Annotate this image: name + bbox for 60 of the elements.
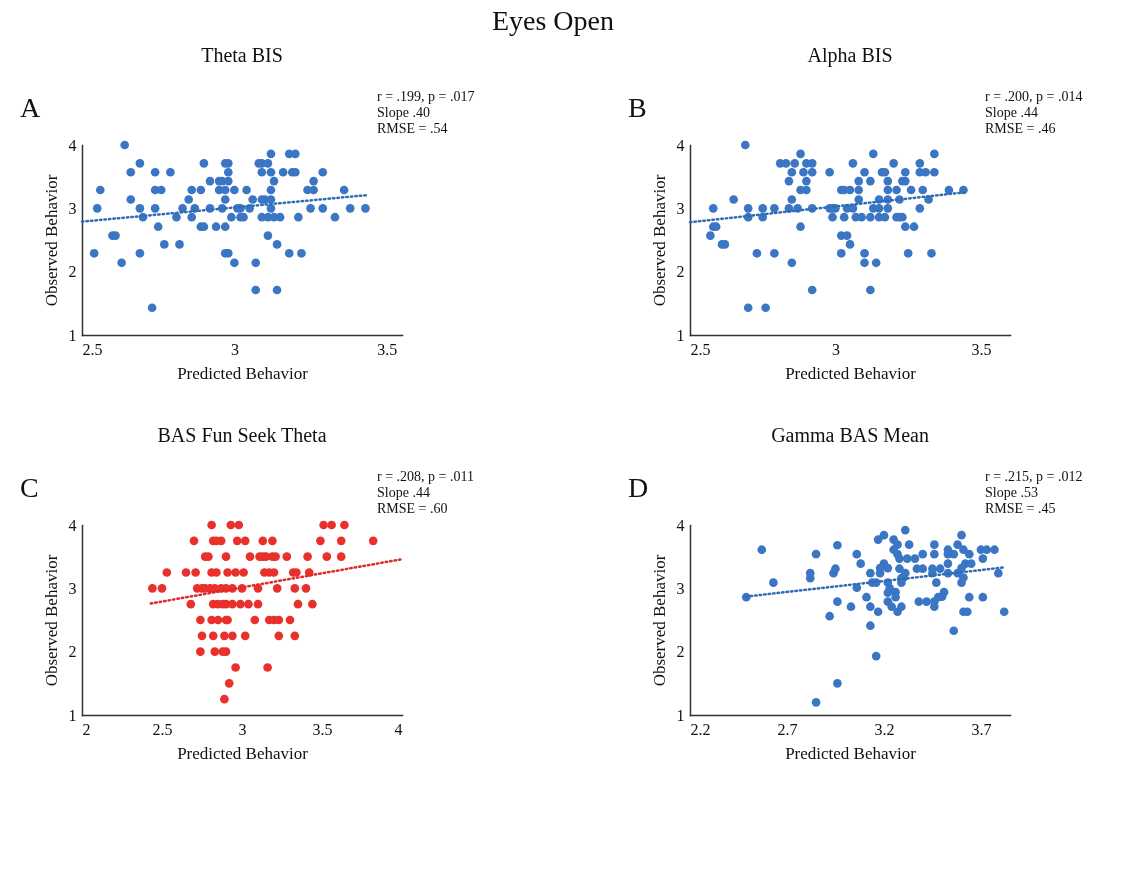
y-tick-label: 3 [68, 579, 77, 597]
x-tick-label: 3.5 [971, 340, 992, 358]
y-tick-label: 1 [68, 326, 77, 344]
y-tick-label: 3 [676, 579, 685, 597]
y-axis-title: Observed Behavior [41, 174, 61, 307]
text: Slope .44 [985, 105, 1038, 120]
text: A [20, 92, 41, 123]
y-tick-label: 1 [676, 326, 685, 344]
text: r = .199, p = .017 [377, 89, 475, 104]
x-tick-label: 3 [831, 340, 840, 358]
x-axis-title: Predicted Behavior [785, 363, 917, 383]
chart-title: BAS Fun Seek Theta [157, 424, 327, 446]
x-tick-label: 2.5 [152, 720, 173, 738]
x-tick-label: 3 [230, 340, 239, 358]
text: C [20, 472, 39, 503]
text: RMSE = .45 [985, 501, 1056, 516]
chart-title: Alpha BIS [807, 44, 893, 67]
text: r = .215, p = .012 [985, 469, 1083, 484]
y-tick-label: 2 [676, 643, 685, 661]
x-tick-label: 3 [238, 720, 247, 738]
text: RMSE = .46 [985, 121, 1056, 136]
text: Slope .44 [377, 485, 430, 500]
y-axis-title: Observed Behavior [41, 554, 61, 687]
y-tick-label: 3 [68, 199, 77, 217]
x-tick-label: 3.2 [874, 720, 895, 738]
y-axis-title: Observed Behavior [649, 554, 669, 687]
x-tick-label: 2.5 [690, 340, 711, 358]
x-tick-label: 3.7 [971, 720, 992, 738]
x-axis-title: Predicted Behavior [177, 363, 309, 383]
y-tick-label: 4 [676, 516, 685, 534]
x-tick-label: 2.5 [82, 340, 103, 358]
x-axis-title: Predicted Behavior [785, 743, 917, 763]
x-tick-label: 2 [82, 720, 91, 738]
chart-title: Theta BIS [201, 44, 283, 66]
x-axis-title: Predicted Behavior [177, 743, 309, 763]
text: B [628, 92, 647, 123]
text: RMSE = .54 [377, 121, 448, 136]
y-tick-label: 4 [68, 516, 77, 534]
y-tick-label: 4 [68, 136, 77, 154]
text: Slope .53 [985, 485, 1038, 500]
y-tick-label: 1 [68, 706, 77, 724]
y-tick-label: 1 [676, 706, 685, 724]
x-tick-label: 2.2 [690, 720, 711, 738]
text: D [628, 472, 649, 503]
x-tick-label: 3.5 [377, 340, 398, 358]
x-tick-label: 2.7 [777, 720, 798, 738]
text: r = .200, p = .014 [985, 89, 1083, 104]
chart-title: Gamma BAS Mean [771, 424, 929, 446]
y-tick-label: 2 [68, 643, 77, 661]
x-tick-label: 4 [394, 720, 403, 738]
y-tick-label: 4 [676, 136, 685, 154]
text: RMSE = .60 [377, 501, 448, 516]
text: r = .208, p = .011 [377, 469, 474, 484]
x-tick-label: 3.5 [312, 720, 333, 738]
y-axis-title: Observed Behavior [649, 174, 669, 307]
text: Eyes Open [491, 5, 615, 36]
y-tick-label: 2 [68, 263, 77, 281]
y-tick-label: 2 [676, 263, 685, 281]
y-tick-label: 3 [676, 199, 685, 217]
text: Slope .40 [377, 105, 430, 120]
